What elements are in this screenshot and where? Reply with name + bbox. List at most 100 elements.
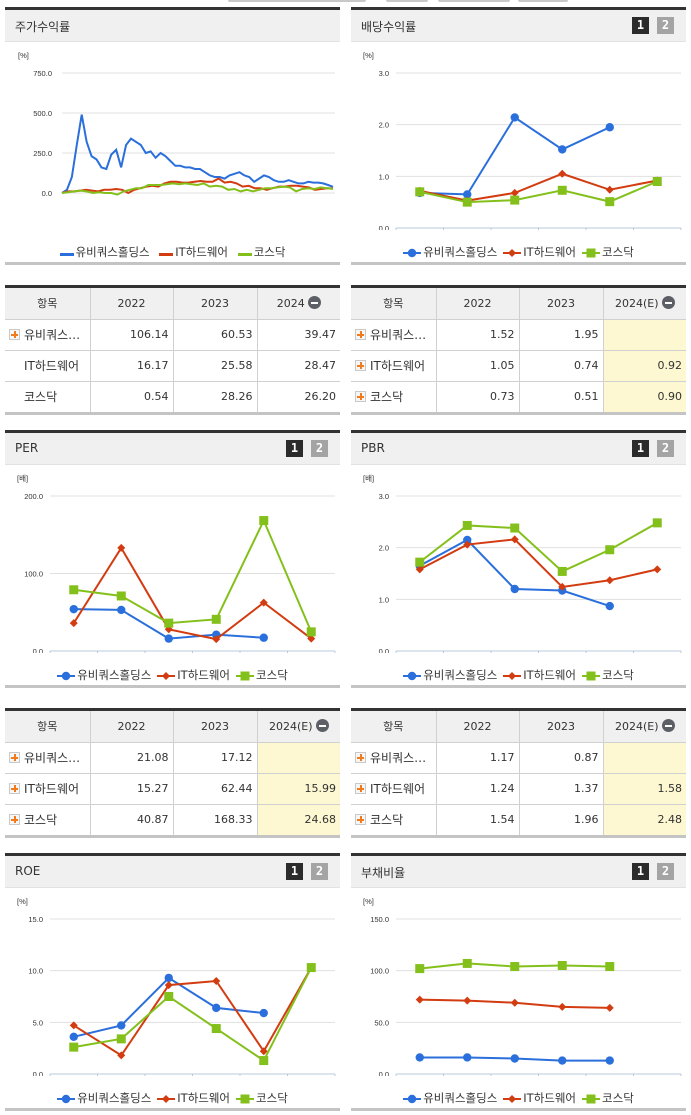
expand-plus-icon[interactable] [355, 391, 366, 403]
legend-it-hardware[interactable]: IT하드웨어 [503, 667, 576, 683]
square-marker[interactable] [259, 516, 269, 526]
square-marker[interactable] [415, 557, 425, 567]
expand-plus-icon[interactable] [355, 814, 366, 826]
diamond-marker[interactable] [510, 535, 519, 544]
diamond-marker[interactable] [162, 672, 171, 680]
square-marker[interactable] [586, 248, 596, 258]
square-marker[interactable] [69, 1042, 79, 1052]
toolbar-tab-remnant[interactable] [438, 0, 510, 2]
square-marker[interactable] [462, 520, 472, 530]
diamond-marker[interactable] [259, 598, 268, 607]
diamond-marker[interactable] [508, 249, 517, 257]
legend-it-hardware[interactable]: IT하드웨어 [157, 667, 230, 683]
legend-kosdaq[interactable]: 코스닥 [236, 667, 288, 683]
collapse-minus-icon[interactable] [661, 296, 675, 310]
page-1-button[interactable]: 1 [632, 17, 649, 34]
square-marker[interactable] [259, 1056, 269, 1066]
toolbar-tab-remnant[interactable] [386, 0, 428, 2]
circle-marker[interactable] [510, 113, 519, 122]
collapse-minus-icon[interactable] [661, 719, 675, 733]
legend-it-hardware[interactable]: IT하드웨어 [503, 1090, 576, 1106]
square-marker[interactable] [462, 197, 472, 207]
diamond-marker[interactable] [605, 576, 614, 585]
square-marker[interactable] [240, 1094, 250, 1104]
diamond-marker[interactable] [164, 625, 173, 634]
expand-plus-icon[interactable] [355, 329, 366, 340]
diamond-marker[interactable] [508, 1095, 517, 1103]
diamond-marker[interactable] [307, 634, 316, 643]
expand-plus-icon[interactable] [355, 783, 366, 794]
legend-it-hardware[interactable]: IT하드웨어 [503, 244, 576, 260]
square-marker[interactable] [164, 618, 174, 628]
expand-plus-icon[interactable] [355, 752, 366, 763]
page-1-button[interactable]: 1 [632, 440, 649, 457]
expand-plus-icon[interactable] [9, 329, 20, 340]
circle-marker[interactable] [463, 190, 472, 199]
diamond-marker[interactable] [259, 1047, 268, 1056]
square-marker[interactable] [211, 1024, 221, 1034]
page-2-button[interactable]: 2 [311, 863, 328, 880]
circle-marker[interactable] [463, 1053, 472, 1062]
legend-kosdaq[interactable]: 코스닥 [582, 1090, 634, 1106]
circle-marker[interactable] [605, 123, 614, 132]
legend-company[interactable]: 유비쿼스홀딩스 [59, 244, 150, 260]
legend-company[interactable]: 유비쿼스홀딩스 [57, 1090, 151, 1106]
diamond-marker[interactable] [558, 1002, 567, 1011]
expand-plus-icon[interactable] [9, 783, 20, 794]
circle-marker[interactable] [510, 1054, 519, 1063]
diamond-marker[interactable] [605, 1003, 614, 1012]
square-marker[interactable] [586, 671, 596, 681]
diamond-marker[interactable] [212, 635, 221, 644]
diamond-marker[interactable] [69, 1021, 78, 1030]
toolbar-tab-remnant[interactable] [518, 0, 568, 2]
circle-marker[interactable] [164, 973, 173, 983]
diamond-marker[interactable] [508, 672, 517, 680]
circle-marker[interactable] [69, 1032, 78, 1041]
legend-kosdaq[interactable]: 코스닥 [582, 667, 634, 683]
square-marker[interactable] [164, 992, 174, 1001]
square-marker[interactable] [240, 671, 250, 681]
square-marker[interactable] [462, 958, 472, 968]
circle-marker[interactable] [259, 1008, 268, 1018]
square-marker[interactable] [586, 1094, 596, 1104]
circle-marker[interactable] [605, 601, 614, 611]
collapse-minus-icon[interactable] [307, 296, 321, 310]
diamond-marker[interactable] [510, 188, 519, 197]
diamond-marker[interactable] [162, 1095, 171, 1103]
legend-company[interactable]: 유비쿼스홀딩스 [403, 244, 497, 260]
square-marker[interactable] [306, 963, 316, 973]
square-marker[interactable] [557, 566, 567, 576]
page-1-button[interactable]: 1 [286, 440, 303, 457]
diamond-marker[interactable] [653, 565, 662, 574]
circle-marker[interactable] [558, 1056, 567, 1065]
diamond-marker[interactable] [463, 540, 472, 549]
legend-it-hardware[interactable]: IT하드웨어 [159, 244, 228, 260]
square-marker[interactable] [415, 187, 425, 197]
circle-marker[interactable] [69, 604, 78, 614]
legend-company[interactable]: 유비쿼스홀딩스 [403, 1090, 497, 1106]
diamond-marker[interactable] [212, 977, 221, 985]
circle-marker[interactable] [164, 634, 173, 643]
diamond-marker[interactable] [558, 582, 567, 591]
square-marker[interactable] [557, 185, 567, 195]
circle-marker[interactable] [62, 671, 71, 681]
diamond-marker[interactable] [164, 981, 173, 990]
circle-marker[interactable] [117, 605, 126, 615]
circle-marker[interactable] [510, 584, 519, 594]
square-marker[interactable] [652, 177, 662, 186]
circle-marker[interactable] [212, 1003, 221, 1013]
square-marker[interactable] [605, 545, 615, 555]
square-marker[interactable] [510, 962, 520, 972]
diamond-marker[interactable] [510, 998, 519, 1007]
expand-plus-icon[interactable] [355, 360, 366, 371]
expand-plus-icon[interactable] [9, 814, 20, 826]
legend-kosdaq[interactable]: 코스닥 [236, 1090, 288, 1106]
square-marker[interactable] [605, 962, 615, 972]
square-marker[interactable] [557, 961, 567, 970]
diamond-marker[interactable] [605, 185, 614, 194]
legend-kosdaq[interactable]: 코스닥 [582, 244, 634, 260]
expand-plus-icon[interactable] [9, 752, 20, 763]
page-2-button[interactable]: 2 [657, 17, 674, 34]
circle-marker[interactable] [415, 1053, 424, 1062]
toolbar-tab-remnant[interactable] [228, 0, 366, 2]
